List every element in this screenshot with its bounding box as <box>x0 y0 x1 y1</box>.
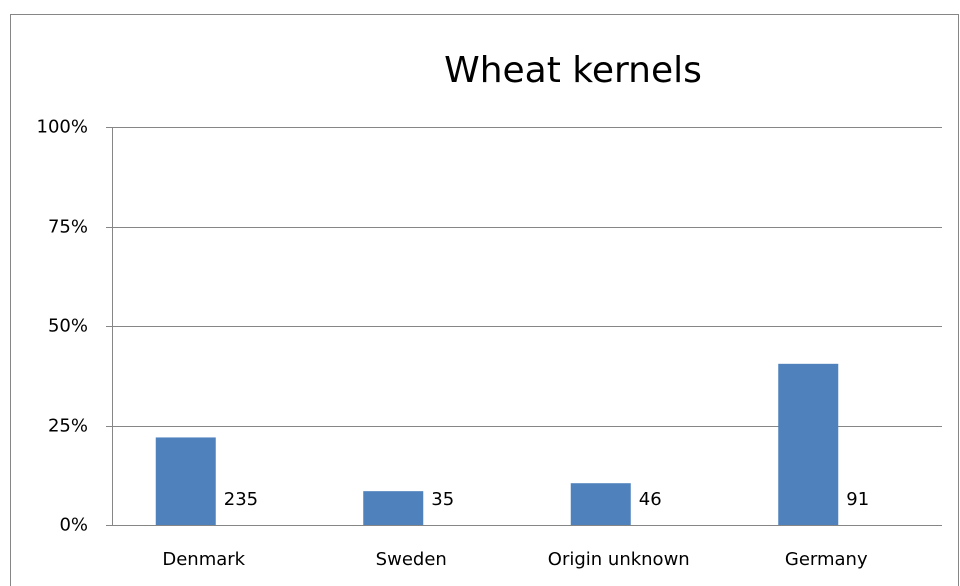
x-tick-label: Sweden <box>376 549 447 570</box>
bar <box>155 437 216 525</box>
count-label: 35 <box>431 489 454 510</box>
bar <box>363 491 424 525</box>
count-label: 46 <box>639 489 662 510</box>
y-tick-label: 50% <box>48 316 88 337</box>
x-tick-label: Origin unknown <box>548 549 690 570</box>
x-tick-label: Germany <box>785 549 868 570</box>
y-tick-label: 75% <box>48 217 88 238</box>
bar <box>778 363 839 525</box>
y-tick-label: 0% <box>59 515 88 536</box>
count-label: 235 <box>224 489 258 510</box>
chart-title: Wheat kernels <box>444 50 702 91</box>
bar <box>570 483 631 525</box>
x-tick-label: Denmark <box>162 549 245 570</box>
count-label: 91 <box>846 489 869 510</box>
y-tick-label: 100% <box>37 117 88 138</box>
y-tick-label: 25% <box>48 416 88 437</box>
